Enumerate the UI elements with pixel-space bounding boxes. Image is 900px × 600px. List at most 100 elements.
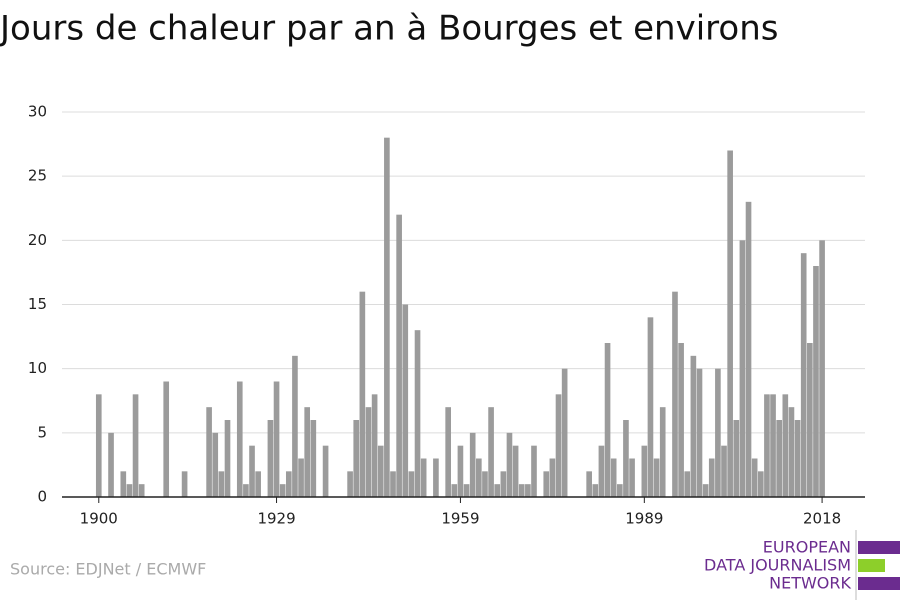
bar [384, 137, 390, 497]
bar [163, 381, 170, 497]
bar [322, 445, 329, 497]
bar [512, 445, 519, 497]
logo-text: NETWORK [769, 574, 851, 593]
bar [813, 266, 819, 497]
bar [647, 317, 654, 497]
bar [243, 484, 249, 497]
bar [267, 420, 274, 497]
bar [549, 458, 556, 497]
bar [347, 471, 353, 497]
bar [457, 445, 464, 497]
y-tick-label: 15 [28, 295, 47, 313]
bar [310, 420, 317, 497]
y-tick-label: 30 [28, 103, 47, 121]
bar [396, 214, 402, 497]
bar [807, 343, 813, 497]
bar [733, 420, 740, 497]
bar [414, 330, 421, 497]
logo-bar [858, 541, 900, 554]
bar [120, 471, 127, 497]
bar [359, 291, 366, 497]
x-tick-label: 1929 [257, 510, 295, 528]
bar [800, 253, 807, 497]
x-tick-label: 1989 [625, 510, 663, 528]
bar [543, 471, 550, 497]
bar [390, 471, 396, 497]
bar [518, 484, 525, 497]
bar [598, 445, 605, 497]
bar [659, 407, 666, 497]
bar [408, 471, 415, 497]
bar [476, 458, 482, 497]
bar [678, 343, 684, 497]
bar [402, 304, 409, 497]
bar [672, 291, 678, 497]
bar [819, 240, 825, 498]
chart-title: Jours de chaleur par an à Bourges et env… [0, 9, 778, 49]
bar [592, 484, 599, 497]
bar [745, 201, 752, 498]
bar [95, 394, 102, 497]
logo-bar [858, 559, 885, 572]
source: Source: EDJNet / ECMWF [10, 560, 206, 579]
y-tick-label: 5 [37, 423, 47, 441]
logo: EUROPEAN DATA JOURNALISM NETWORK [704, 530, 900, 600]
y-tick-label: 10 [28, 359, 47, 377]
bar [788, 407, 795, 497]
bar [126, 484, 133, 497]
bar [463, 484, 470, 497]
bar [555, 394, 562, 497]
bar [371, 394, 378, 497]
bar [739, 240, 746, 498]
y-tick-label: 20 [28, 231, 47, 249]
bar [469, 432, 476, 497]
bar [715, 368, 721, 497]
bar [488, 407, 494, 497]
bar [764, 394, 770, 497]
bar [218, 471, 225, 497]
bar [108, 432, 114, 497]
bar [273, 381, 280, 497]
bar [794, 420, 801, 497]
bar [506, 432, 513, 497]
bar [304, 407, 311, 497]
bar [212, 432, 219, 497]
bar [420, 458, 427, 497]
bar [494, 484, 501, 497]
bar [629, 458, 635, 497]
bar [525, 484, 531, 497]
bar [224, 420, 231, 497]
bar [138, 484, 145, 497]
bar [132, 394, 139, 497]
bar [782, 394, 789, 497]
bar [285, 471, 292, 497]
bar [702, 484, 709, 497]
logo-text: EUROPEAN [763, 538, 851, 557]
bar [445, 407, 451, 497]
bar [561, 368, 568, 497]
bar [751, 458, 758, 497]
bar [255, 471, 261, 497]
bar [353, 420, 360, 497]
x-tick-label: 2018 [803, 510, 841, 528]
bar [653, 458, 660, 497]
bar [616, 484, 623, 497]
bar [500, 471, 507, 497]
bar [776, 420, 783, 497]
bar [690, 355, 697, 497]
bar [757, 471, 764, 497]
bar [684, 471, 691, 497]
bar [770, 394, 776, 497]
bar [531, 445, 537, 497]
bar [641, 445, 648, 497]
bar [696, 368, 703, 497]
bar [377, 445, 384, 497]
bar [604, 343, 611, 497]
bar [249, 445, 255, 497]
bar [482, 471, 488, 497]
bar [365, 407, 372, 497]
bar [279, 484, 286, 497]
logo-bar [858, 577, 900, 590]
bar [610, 458, 617, 497]
